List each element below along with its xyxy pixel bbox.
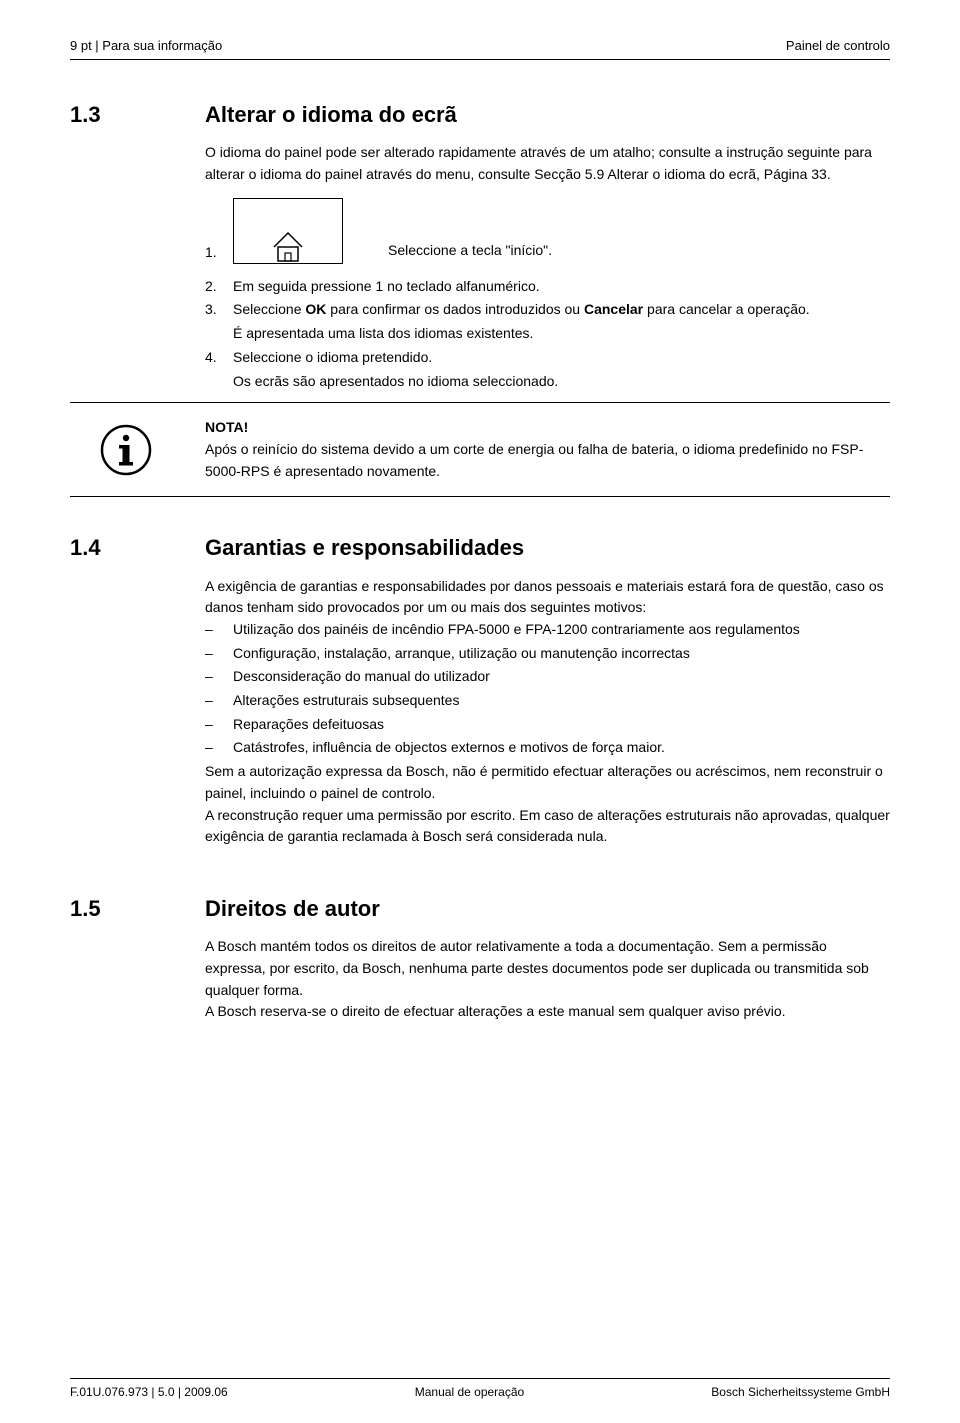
step-2-number: 2.	[205, 276, 233, 298]
bullet-5: Reparações defeituosas	[233, 714, 890, 736]
footer-center: Manual de operação	[415, 1385, 524, 1399]
bullet-dash: –	[205, 714, 233, 736]
bullet-dash: –	[205, 619, 233, 641]
section-title-1-3: Alterar o idioma do ecrã	[205, 102, 890, 128]
section-num-1-5: 1.5	[70, 896, 205, 922]
bullet-dash: –	[205, 737, 233, 759]
footer-right: Bosch Sicherheitssysteme GmbH	[711, 1385, 890, 1399]
note-body: Após o reinício do sistema devido a um c…	[205, 439, 890, 482]
footer-left: F.01U.076.973 | 5.0 | 2009.06	[70, 1385, 228, 1399]
bullet-4: Alterações estruturais subsequentes	[233, 690, 890, 712]
step-4b-text: Os ecrãs são apresentados no idioma sele…	[233, 371, 890, 393]
section-1-5-p1: A Bosch mantém todos os direitos de auto…	[205, 936, 890, 1001]
step-4-text: Seleccione o idioma pretendido.	[233, 347, 890, 369]
header-left: 9 pt | Para sua informação	[70, 38, 222, 53]
step-2-text: Em seguida pressione 1 no teclado alfanu…	[233, 276, 890, 298]
footer-rule	[70, 1378, 890, 1379]
section-title-1-5: Direitos de autor	[205, 896, 890, 922]
section-num-1-4: 1.4	[70, 535, 205, 561]
section-title-1-4: Garantias e responsabilidades	[205, 535, 890, 561]
step-3-number: 3.	[205, 299, 233, 321]
step-4-number: 4.	[205, 347, 233, 369]
bullet-1: Utilização dos painéis de incêndio FPA-5…	[233, 619, 890, 641]
step-3-text: Seleccione OK para confirmar os dados in…	[233, 301, 810, 317]
section-1-3-intro: O idioma do painel pode ser alterado rap…	[205, 142, 890, 185]
info-icon	[100, 424, 152, 476]
section-num-1-3: 1.3	[70, 102, 205, 128]
bullet-dash: –	[205, 666, 233, 688]
bullet-6: Catástrofes, influência de objectos exte…	[233, 737, 890, 759]
header-rule	[70, 59, 890, 60]
header-right: Painel de controlo	[786, 38, 890, 53]
section-1-4-after2: A reconstrução requer uma permissão por …	[205, 805, 890, 848]
bullet-2: Configuração, instalação, arranque, util…	[233, 643, 890, 665]
step-3b-text: É apresentada uma lista dos idiomas exis…	[233, 323, 890, 345]
bullet-dash: –	[205, 643, 233, 665]
section-1-4-intro: A exigência de garantias e responsabilid…	[205, 576, 890, 619]
note-title: NOTA!	[205, 417, 890, 439]
section-1-5-p2: A Bosch reserva-se o direito de efectuar…	[205, 1001, 890, 1023]
bullet-3: Desconsideração do manual do utilizador	[233, 666, 890, 688]
step-1-text: Seleccione a tecla "início".	[388, 240, 552, 264]
home-icon	[269, 225, 307, 263]
bullet-dash: –	[205, 690, 233, 712]
step-1-number: 1.	[205, 242, 223, 264]
section-1-4-after1: Sem a autorização expressa da Bosch, não…	[205, 761, 890, 804]
